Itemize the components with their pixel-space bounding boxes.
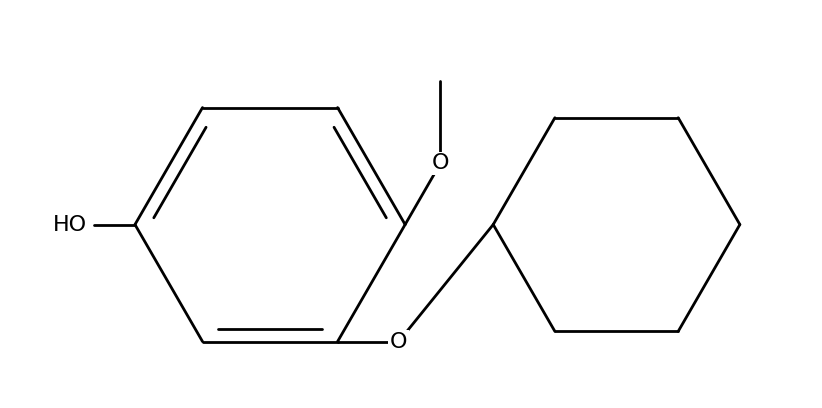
- Text: O: O: [390, 332, 408, 352]
- Text: HO: HO: [53, 215, 87, 235]
- Text: O: O: [432, 153, 449, 173]
